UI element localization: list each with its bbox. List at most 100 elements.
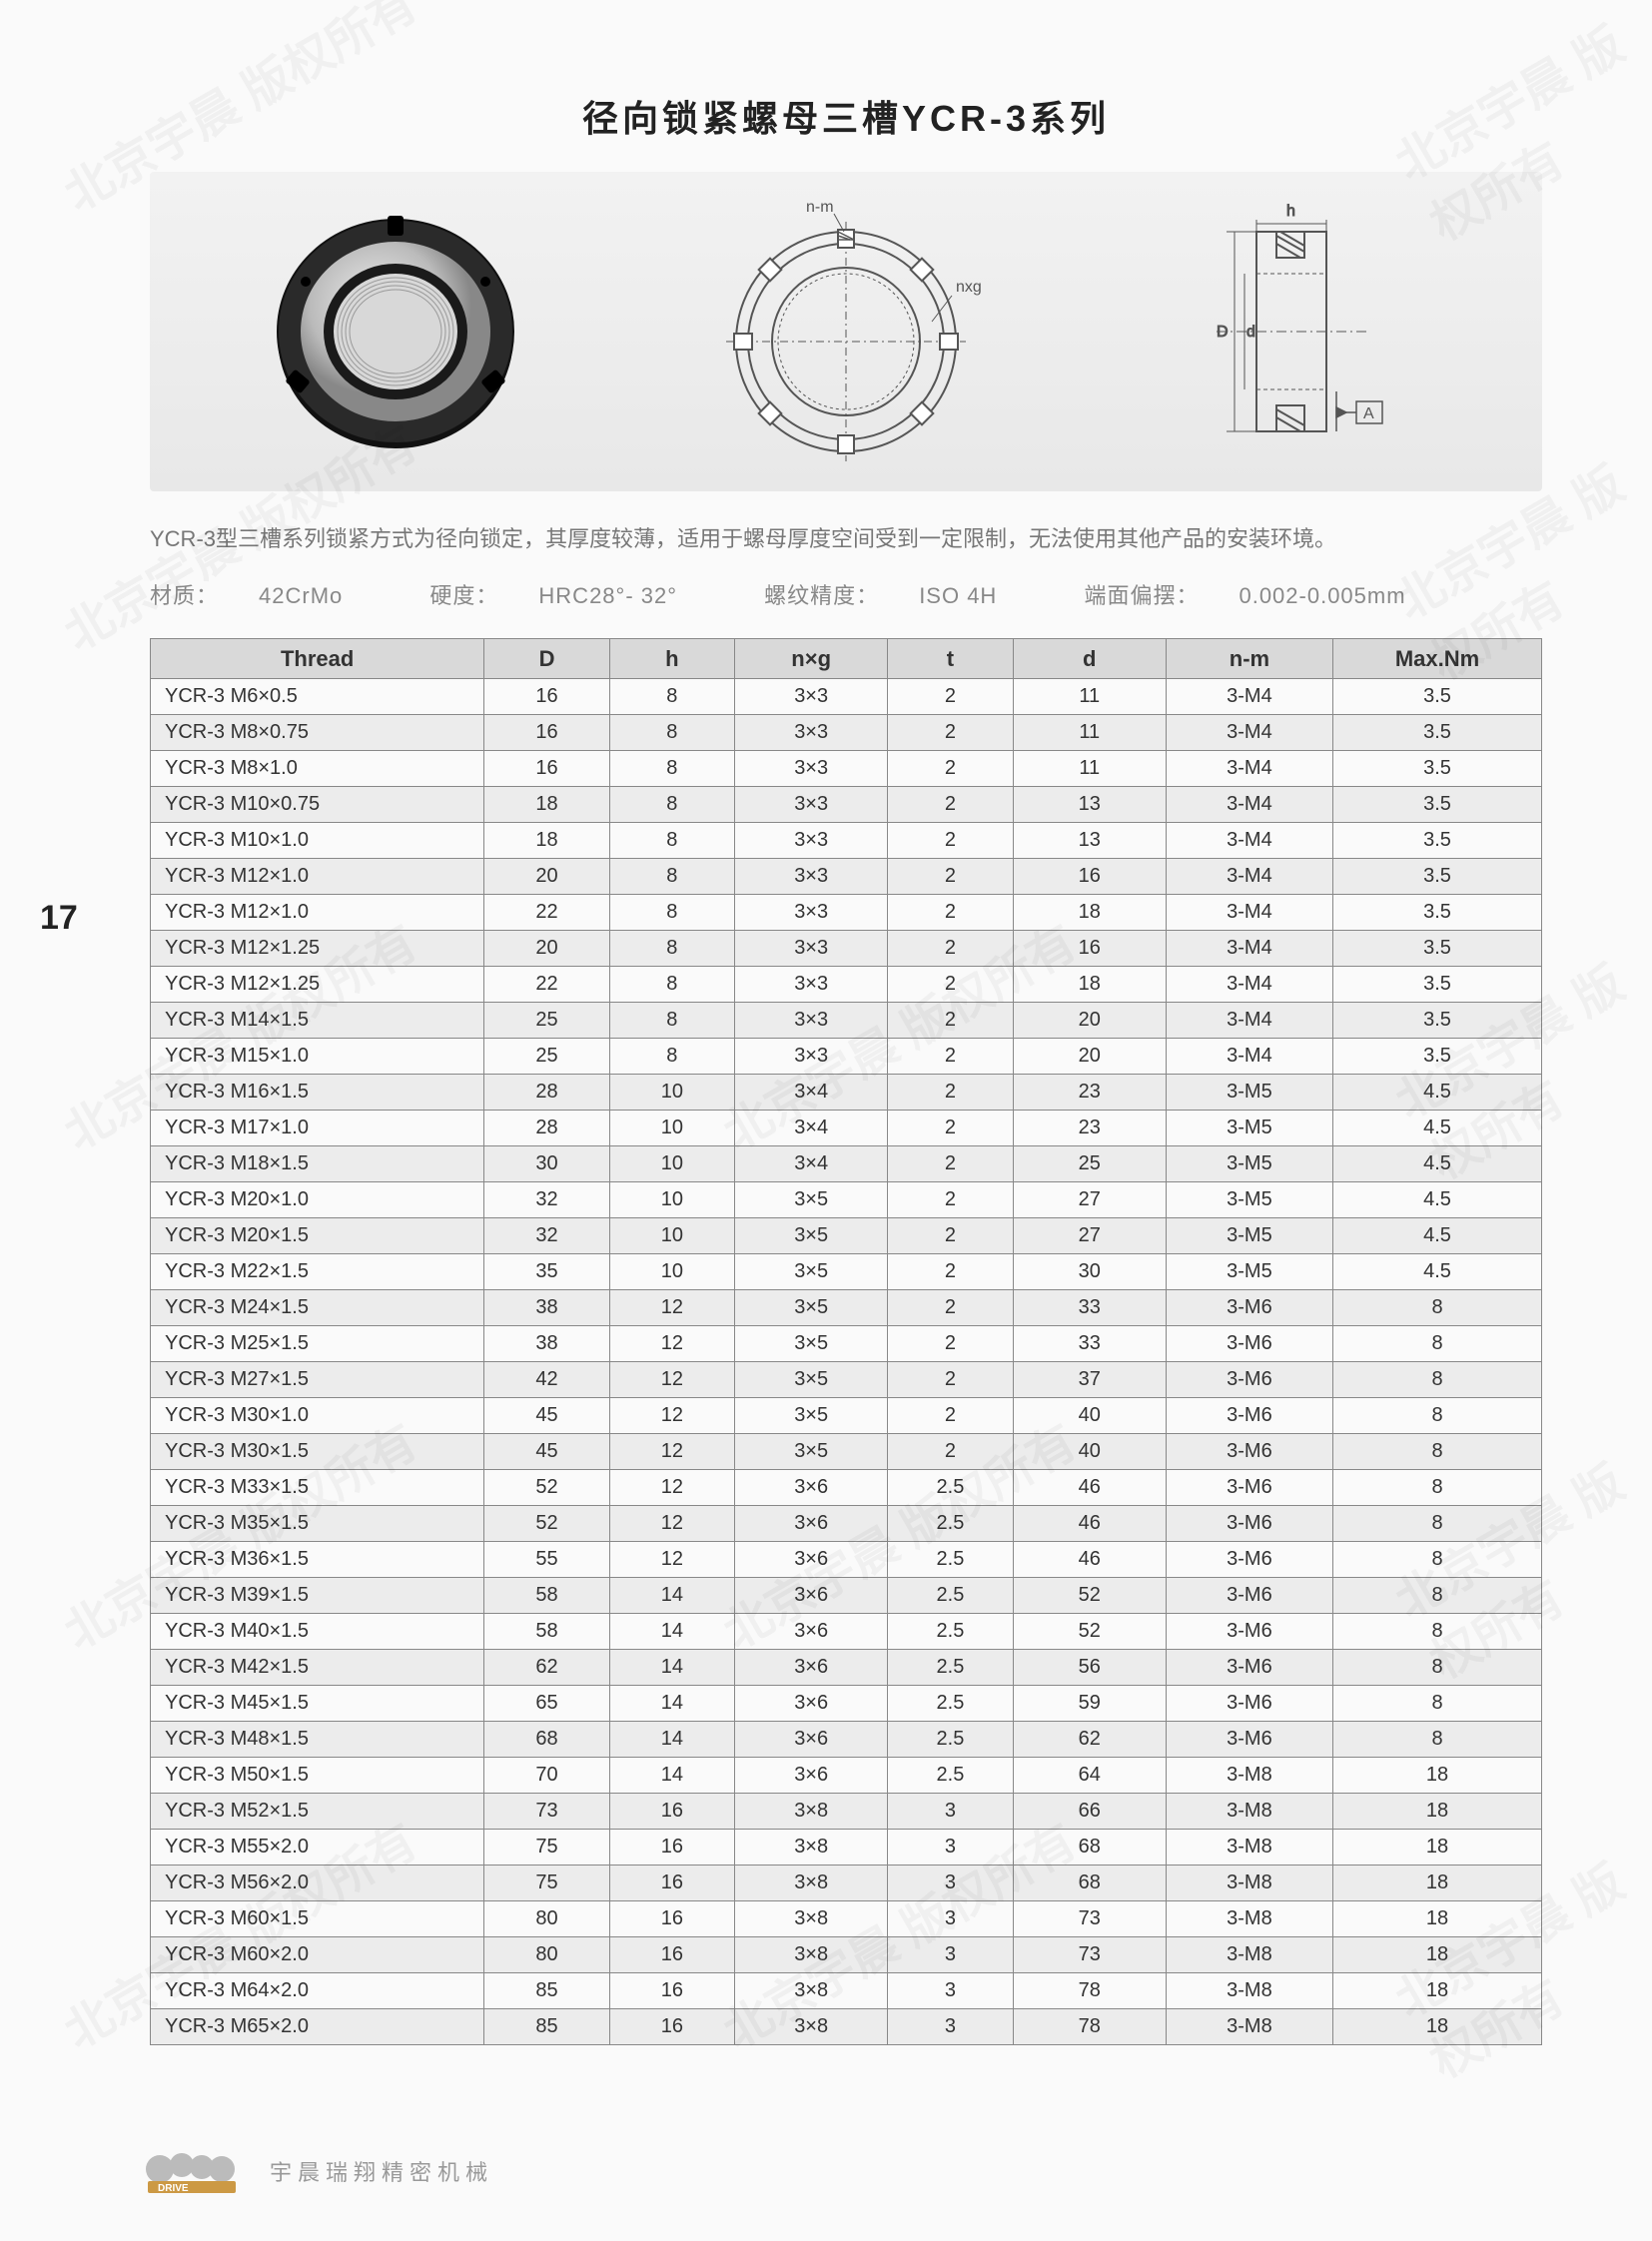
table-cell: YCR-3 M8×1.0 (151, 751, 484, 787)
table-cell: 55 (484, 1542, 609, 1578)
table-cell: YCR-3 M64×2.0 (151, 1973, 484, 2009)
table-cell: 2 (888, 1398, 1013, 1434)
table-cell: 16 (609, 1794, 734, 1830)
table-cell: 3.5 (1333, 787, 1542, 823)
gear-logo-icon: DRIVE (140, 2141, 250, 2201)
table-cell: 3×8 (735, 1937, 888, 1973)
table-cell: 2 (888, 1254, 1013, 1290)
table-cell: 46 (1013, 1506, 1166, 1542)
table-cell: 3×6 (735, 1506, 888, 1542)
table-cell: 16 (1013, 859, 1166, 895)
table-cell: 2 (888, 751, 1013, 787)
sideview-schematic-icon: h D d A (1157, 192, 1436, 471)
label-D: D (1217, 324, 1229, 341)
table-row: YCR-3 M10×1.01883×32133-M43.5 (151, 823, 1542, 859)
table-cell: 58 (484, 1614, 609, 1650)
table-cell: 8 (1333, 1470, 1542, 1506)
table-cell: 10 (609, 1146, 734, 1182)
table-cell: 2 (888, 1362, 1013, 1398)
table-cell: YCR-3 M15×1.0 (151, 1039, 484, 1075)
table-cell: YCR-3 M65×2.0 (151, 2009, 484, 2045)
table-cell: 2 (888, 1003, 1013, 1039)
table-cell: 2 (888, 1111, 1013, 1146)
table-cell: 3-M5 (1166, 1075, 1332, 1111)
table-cell: 12 (609, 1506, 734, 1542)
table-cell: 16 (609, 2009, 734, 2045)
table-cell: 3-M6 (1166, 1506, 1332, 1542)
table-cell: 20 (1013, 1003, 1166, 1039)
table-cell: 18 (484, 787, 609, 823)
table-cell: 18 (1333, 1901, 1542, 1937)
table-cell: 66 (1013, 1794, 1166, 1830)
table-cell: 2.5 (888, 1578, 1013, 1614)
table-cell: 12 (609, 1398, 734, 1434)
table-cell: 4.5 (1333, 1254, 1542, 1290)
table-cell: YCR-3 M27×1.5 (151, 1362, 484, 1398)
table-cell: 8 (1333, 1434, 1542, 1470)
table-row: YCR-3 M33×1.552123×62.5463-M68 (151, 1470, 1542, 1506)
table-cell: 3 (888, 1901, 1013, 1937)
table-header-cell: Max.Nm (1333, 639, 1542, 679)
table-cell: 3×6 (735, 1686, 888, 1722)
table-cell: 16 (609, 1973, 734, 2009)
table-cell: 3×5 (735, 1218, 888, 1254)
table-cell: 3×3 (735, 787, 888, 823)
table-cell: YCR-3 M16×1.5 (151, 1075, 484, 1111)
table-cell: 8 (1333, 1614, 1542, 1650)
table-cell: 8 (609, 895, 734, 931)
table-cell: 2 (888, 1434, 1013, 1470)
table-cell: 64 (1013, 1758, 1166, 1794)
page-number: 17 (40, 899, 78, 938)
table-cell: 3-M4 (1166, 715, 1332, 751)
table-cell: 8 (609, 1003, 734, 1039)
table-cell: 16 (609, 1830, 734, 1866)
table-row: YCR-3 M6×0.51683×32113-M43.5 (151, 679, 1542, 715)
table-cell: 8 (609, 967, 734, 1003)
table-cell: 3.5 (1333, 967, 1542, 1003)
table-cell: 14 (609, 1650, 734, 1686)
table-cell: 3.5 (1333, 895, 1542, 931)
table-cell: 62 (1013, 1722, 1166, 1758)
table-cell: 3×8 (735, 1973, 888, 2009)
table-cell: 11 (1013, 679, 1166, 715)
table-row: YCR-3 M39×1.558143×62.5523-M68 (151, 1578, 1542, 1614)
table-cell: 3-M6 (1166, 1650, 1332, 1686)
table-cell: YCR-3 M52×1.5 (151, 1794, 484, 1830)
table-cell: 70 (484, 1758, 609, 1794)
table-cell: YCR-3 M12×1.25 (151, 967, 484, 1003)
table-cell: 3×4 (735, 1111, 888, 1146)
table-row: YCR-3 M36×1.555123×62.5463-M68 (151, 1542, 1542, 1578)
table-cell: YCR-3 M24×1.5 (151, 1290, 484, 1326)
table-cell: 45 (484, 1398, 609, 1434)
table-cell: 3×5 (735, 1182, 888, 1218)
page-container: 17 径向锁紧螺母三槽YCR-3系列 (0, 0, 1652, 2105)
table-row: YCR-3 M52×1.573163×83663-M818 (151, 1794, 1542, 1830)
table-row: YCR-3 M65×2.085163×83783-M818 (151, 2009, 1542, 2045)
table-cell: 3-M4 (1166, 787, 1332, 823)
spec-table: ThreadDhn×gtdn-mMax.Nm YCR-3 M6×0.51683×… (150, 638, 1542, 2045)
thread-label: 螺纹精度： (764, 583, 879, 608)
table-cell: 3×5 (735, 1398, 888, 1434)
table-cell: 75 (484, 1830, 609, 1866)
table-cell: YCR-3 M20×1.0 (151, 1182, 484, 1218)
table-cell: YCR-3 M12×1.25 (151, 931, 484, 967)
table-cell: 8 (1333, 1362, 1542, 1398)
table-cell: 3.5 (1333, 931, 1542, 967)
table-row: YCR-3 M45×1.565143×62.5593-M68 (151, 1686, 1542, 1722)
table-cell: YCR-3 M60×2.0 (151, 1937, 484, 1973)
table-cell: 11 (1013, 715, 1166, 751)
table-cell: 8 (609, 787, 734, 823)
table-cell: YCR-3 M36×1.5 (151, 1542, 484, 1578)
table-cell: YCR-3 M40×1.5 (151, 1614, 484, 1650)
table-cell: 2 (888, 823, 1013, 859)
table-cell: 46 (1013, 1470, 1166, 1506)
table-cell: 3×5 (735, 1362, 888, 1398)
table-cell: 3×3 (735, 751, 888, 787)
table-cell: 10 (609, 1254, 734, 1290)
table-cell: 8 (1333, 1506, 1542, 1542)
table-cell: YCR-3 M12×1.0 (151, 859, 484, 895)
table-row: YCR-3 M10×0.751883×32133-M43.5 (151, 787, 1542, 823)
table-row: YCR-3 M27×1.542123×52373-M68 (151, 1362, 1542, 1398)
table-cell: 2 (888, 931, 1013, 967)
table-cell: 18 (484, 823, 609, 859)
